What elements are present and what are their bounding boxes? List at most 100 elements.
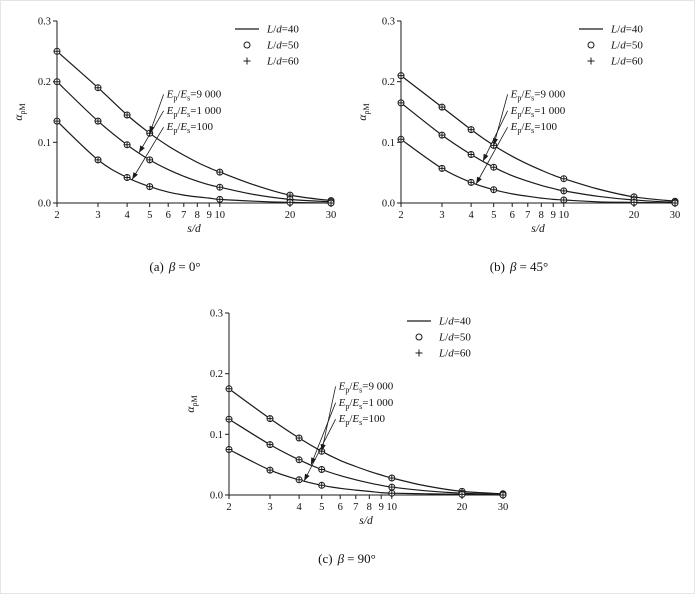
marker-plus <box>216 196 223 203</box>
x-tick-label: 30 <box>670 210 681 221</box>
caption-c-label: (c) <box>318 551 333 566</box>
legend-circle-sample <box>415 333 423 341</box>
marker-plus <box>438 165 446 172</box>
y-tick-label: 0.2 <box>38 77 51 88</box>
x-axis-title: s/d <box>187 223 201 235</box>
x-tick-label: 20 <box>285 210 296 221</box>
x-tick-label: 20 <box>457 502 468 513</box>
y-tick-label: 0.0 <box>210 491 223 502</box>
legend-label: L/d=60 <box>266 56 299 68</box>
y-tick-label: 0.3 <box>210 309 223 320</box>
caption-a-beta-symbol: β <box>168 259 176 274</box>
marker-plus <box>467 179 475 186</box>
marker-plus <box>467 126 475 133</box>
x-tick-label: 5 <box>319 502 324 513</box>
annotation-arrow <box>303 419 336 482</box>
marker-plus <box>216 168 223 176</box>
marker-plus <box>318 482 325 489</box>
chart-a: 0.0 0.1 0.2 0.3 2 3 4 5 6 7 8 9 10 20 30 s/d αρM L/d=40 L/… <box>13 17 336 236</box>
marker-plus <box>560 196 567 204</box>
marker-plus <box>94 84 102 91</box>
series-curve-1 <box>400 102 676 203</box>
legend-label: L/d=50 <box>266 40 299 52</box>
marker-plus <box>225 385 233 392</box>
annotation-label: Ep/Es=100 <box>510 121 558 135</box>
annotation-label: Ep/Es=100 <box>338 413 386 427</box>
y-tick-label: 0.3 <box>382 17 395 28</box>
marker-plus <box>438 103 446 111</box>
marker-plus <box>438 131 446 139</box>
annotation-label: Ep/Es=1 000 <box>166 105 222 119</box>
chart-c: 0.0 0.1 0.2 0.3 2 3 4 5 6 7 8 9 10 20 30 s/d αρM L/d=40 L/… <box>185 309 509 528</box>
x-tick-label: 9 <box>379 502 384 513</box>
caption-c-value: = 90° <box>347 551 376 566</box>
y-tick-label: 0.1 <box>38 138 51 149</box>
legend-circle-sample <box>243 41 251 49</box>
x-tick-label: 7 <box>525 210 530 221</box>
marker-plus <box>388 483 395 491</box>
annotation-arrowhead <box>304 473 310 481</box>
marker-plus <box>630 199 638 206</box>
x-tick-label: 5 <box>491 210 496 221</box>
legend-label: L/d=40 <box>266 24 299 36</box>
x-tick-label: 4 <box>296 502 302 513</box>
marker-plus <box>146 183 153 190</box>
annotation-arrow <box>138 110 164 154</box>
marker-plus <box>397 136 405 143</box>
chart-c-caption: (c) β = 90° <box>181 551 513 567</box>
annotation-arrowhead <box>476 176 482 184</box>
chart-panel-a: 0.0 0.1 0.2 0.3 2 3 4 5 6 7 8 9 10 20 30 s/d αρM L/d=40 L/… <box>9 7 341 275</box>
y-tick-label: 0.0 <box>382 199 395 210</box>
x-axis-title: s/d <box>359 515 373 527</box>
marker-plus <box>286 199 294 206</box>
legend-label: L/d=50 <box>438 332 471 344</box>
x-tick-label: 8 <box>367 502 372 513</box>
x-tick-label: 10 <box>559 210 570 221</box>
x-tick-label: 3 <box>95 210 100 221</box>
annotation-arrow <box>475 127 508 185</box>
legend-label: L/d=40 <box>438 316 471 328</box>
marker-plus <box>53 48 61 55</box>
x-tick-label: 2 <box>398 210 403 221</box>
y-tick-label: 0.1 <box>210 430 223 441</box>
legend-label: L/d=60 <box>438 348 471 360</box>
marker-plus <box>388 474 395 482</box>
annotation-arrow <box>493 94 508 146</box>
marker-plus <box>295 456 303 463</box>
chart-panel-b: 0.0 0.1 0.2 0.3 2 3 4 5 6 7 8 9 10 20 30 s/d αρM L/d=40 L/… <box>353 7 685 275</box>
x-tick-label: 9 <box>207 210 212 221</box>
series-curve-1 <box>228 418 504 495</box>
marker-plus <box>266 441 274 448</box>
legend-plus-sample <box>243 57 251 65</box>
marker-plus <box>327 199 335 207</box>
chart-b: 0.0 0.1 0.2 0.3 2 3 4 5 6 7 8 9 10 20 30 s/d αρM L/d=40 L/… <box>357 17 681 236</box>
annotation-arrowhead <box>149 125 155 134</box>
x-tick-label: 2 <box>54 210 59 221</box>
annotation-label: Ep/Es=9 000 <box>338 380 394 394</box>
marker-plus <box>295 434 303 442</box>
marker-plus <box>499 491 507 499</box>
annotation-arrowhead <box>139 145 145 153</box>
annotation-label: Ep/Es=1 000 <box>510 105 566 119</box>
x-tick-label: 4 <box>124 210 130 221</box>
marker-plus <box>295 476 303 483</box>
legend-label: L/d=60 <box>610 56 643 68</box>
legend-label: L/d=40 <box>610 24 643 36</box>
x-tick-label: 20 <box>629 210 640 221</box>
marker-plus <box>146 156 153 164</box>
annotation-label: Ep/Es=9 000 <box>510 88 566 102</box>
x-tick-label: 6 <box>510 210 515 221</box>
x-axis-title: s/d <box>531 223 545 235</box>
marker-plus <box>560 187 567 195</box>
legend-label: L/d=50 <box>610 40 643 52</box>
x-tick-label: 4 <box>468 210 474 221</box>
caption-a-value: = 0° <box>178 259 201 274</box>
annotation-label: Ep/Es=1 000 <box>338 397 394 411</box>
x-tick-label: 10 <box>215 210 226 221</box>
x-tick-label: 30 <box>498 502 509 513</box>
x-tick-label: 3 <box>267 502 272 513</box>
x-tick-label: 6 <box>338 502 343 513</box>
y-axis-title: αρM <box>357 103 371 120</box>
marker-plus <box>123 111 131 119</box>
